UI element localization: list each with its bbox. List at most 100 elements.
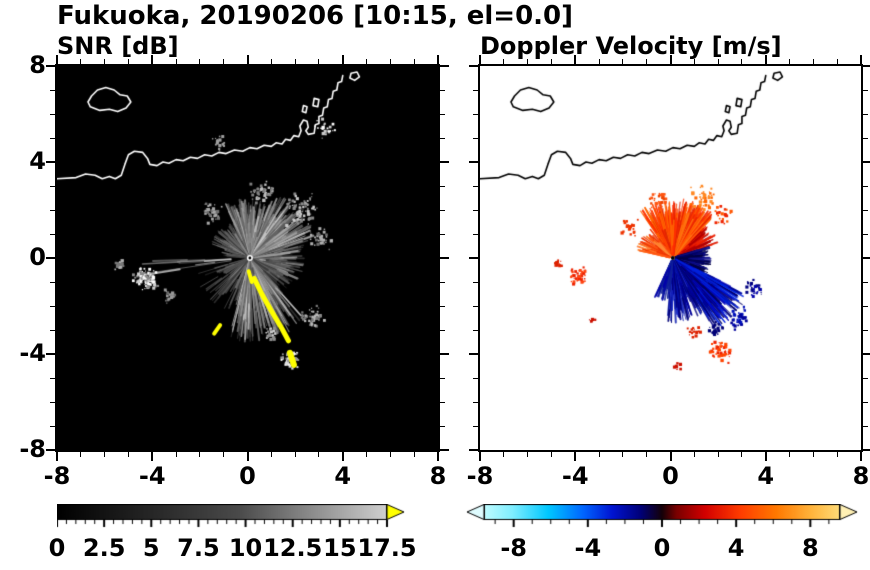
y-tick-label: 8 <box>29 51 46 79</box>
x-tick <box>527 452 529 457</box>
colorbar-tick-label: 4 <box>727 534 745 562</box>
y-tick <box>473 377 478 379</box>
x-tick <box>80 452 82 457</box>
y-tick <box>863 281 868 283</box>
x-tick <box>741 59 743 64</box>
y-tick <box>50 425 55 427</box>
x-tick <box>646 59 648 64</box>
x-tick <box>527 59 529 64</box>
y-tick <box>440 65 449 67</box>
x-tick <box>294 452 296 457</box>
y-tick <box>473 89 478 91</box>
x-tick <box>270 452 272 457</box>
y-tick <box>473 425 478 427</box>
y-tick <box>473 185 478 187</box>
y-tick <box>469 65 478 67</box>
y-tick <box>440 377 445 379</box>
y-tick <box>50 281 55 283</box>
y-tick <box>440 89 445 91</box>
x-tick-label: -4 <box>561 462 589 490</box>
y-tick <box>469 257 478 259</box>
y-tick <box>863 305 868 307</box>
x-tick <box>389 452 391 457</box>
y-tick <box>863 209 868 211</box>
snr-plot <box>55 64 440 452</box>
x-tick <box>669 452 672 461</box>
x-tick <box>717 452 719 457</box>
x-tick <box>836 59 838 64</box>
x-tick <box>151 452 154 461</box>
x-tick <box>764 55 767 64</box>
x-tick <box>836 452 838 457</box>
colorbar-tick-label: 15 <box>323 534 357 562</box>
x-tick <box>789 59 791 64</box>
snr-field-canvas <box>57 66 438 450</box>
y-tick <box>863 449 870 451</box>
y-tick <box>46 353 55 355</box>
y-tick <box>863 425 868 427</box>
y-tick <box>46 449 55 451</box>
y-tick <box>50 113 55 115</box>
colorbar-tick-label: 0 <box>48 534 66 562</box>
x-tick <box>199 452 201 457</box>
y-tick <box>440 329 445 331</box>
y-tick <box>440 281 445 283</box>
y-tick <box>440 305 445 307</box>
x-tick <box>366 59 368 64</box>
y-tick <box>863 233 868 235</box>
x-tick <box>503 452 505 457</box>
x-tick <box>437 452 439 461</box>
y-tick <box>469 161 478 163</box>
x-tick <box>479 452 481 461</box>
y-tick <box>863 161 870 163</box>
doppler-colorbar <box>466 504 858 530</box>
colorbar-tick-label: 10 <box>228 534 263 562</box>
x-tick <box>127 59 129 64</box>
y-tick <box>863 89 868 91</box>
y-tick <box>440 233 445 235</box>
x-tick <box>741 452 743 457</box>
x-tick <box>764 452 767 461</box>
colorbar-tick-label: 0 <box>653 534 671 562</box>
x-tick <box>669 55 672 64</box>
y-tick <box>50 305 55 307</box>
y-tick <box>863 113 868 115</box>
colorbar-tick-label: 7.5 <box>177 534 220 562</box>
x-tick <box>437 55 439 64</box>
y-tick <box>50 401 55 403</box>
colorbar-tick-label: -8 <box>500 534 527 562</box>
colorbar-tick-label: 5 <box>142 534 160 562</box>
x-tick <box>413 59 415 64</box>
colorbar-tick-label: 2.5 <box>82 534 126 562</box>
y-tick <box>46 161 55 163</box>
x-tick <box>622 59 624 64</box>
y-tick <box>863 329 868 331</box>
x-tick <box>860 55 862 64</box>
colorbar-tick-label: -4 <box>574 534 602 562</box>
x-tick <box>151 55 154 64</box>
y-tick <box>440 161 449 163</box>
x-tick <box>223 59 225 64</box>
x-tick-label: 0 <box>662 462 679 490</box>
y-tick <box>473 329 478 331</box>
y-tick <box>440 137 445 139</box>
x-tick <box>104 59 106 64</box>
x-tick <box>503 59 505 64</box>
colorbar-tick-label: 17.5 <box>357 534 417 562</box>
x-tick <box>389 59 391 64</box>
x-tick <box>318 452 320 457</box>
x-tick <box>574 452 577 461</box>
x-tick <box>104 452 106 457</box>
x-tick <box>860 452 862 461</box>
x-tick <box>270 59 272 64</box>
x-tick <box>622 452 624 457</box>
x-tick <box>812 59 814 64</box>
x-tick <box>693 59 695 64</box>
x-tick <box>56 55 58 64</box>
colorbar-tick-label: 12.5 <box>263 534 323 562</box>
x-tick-label: 0 <box>239 462 256 490</box>
x-tick <box>646 452 648 457</box>
y-tick <box>469 449 478 451</box>
x-tick <box>479 55 481 64</box>
